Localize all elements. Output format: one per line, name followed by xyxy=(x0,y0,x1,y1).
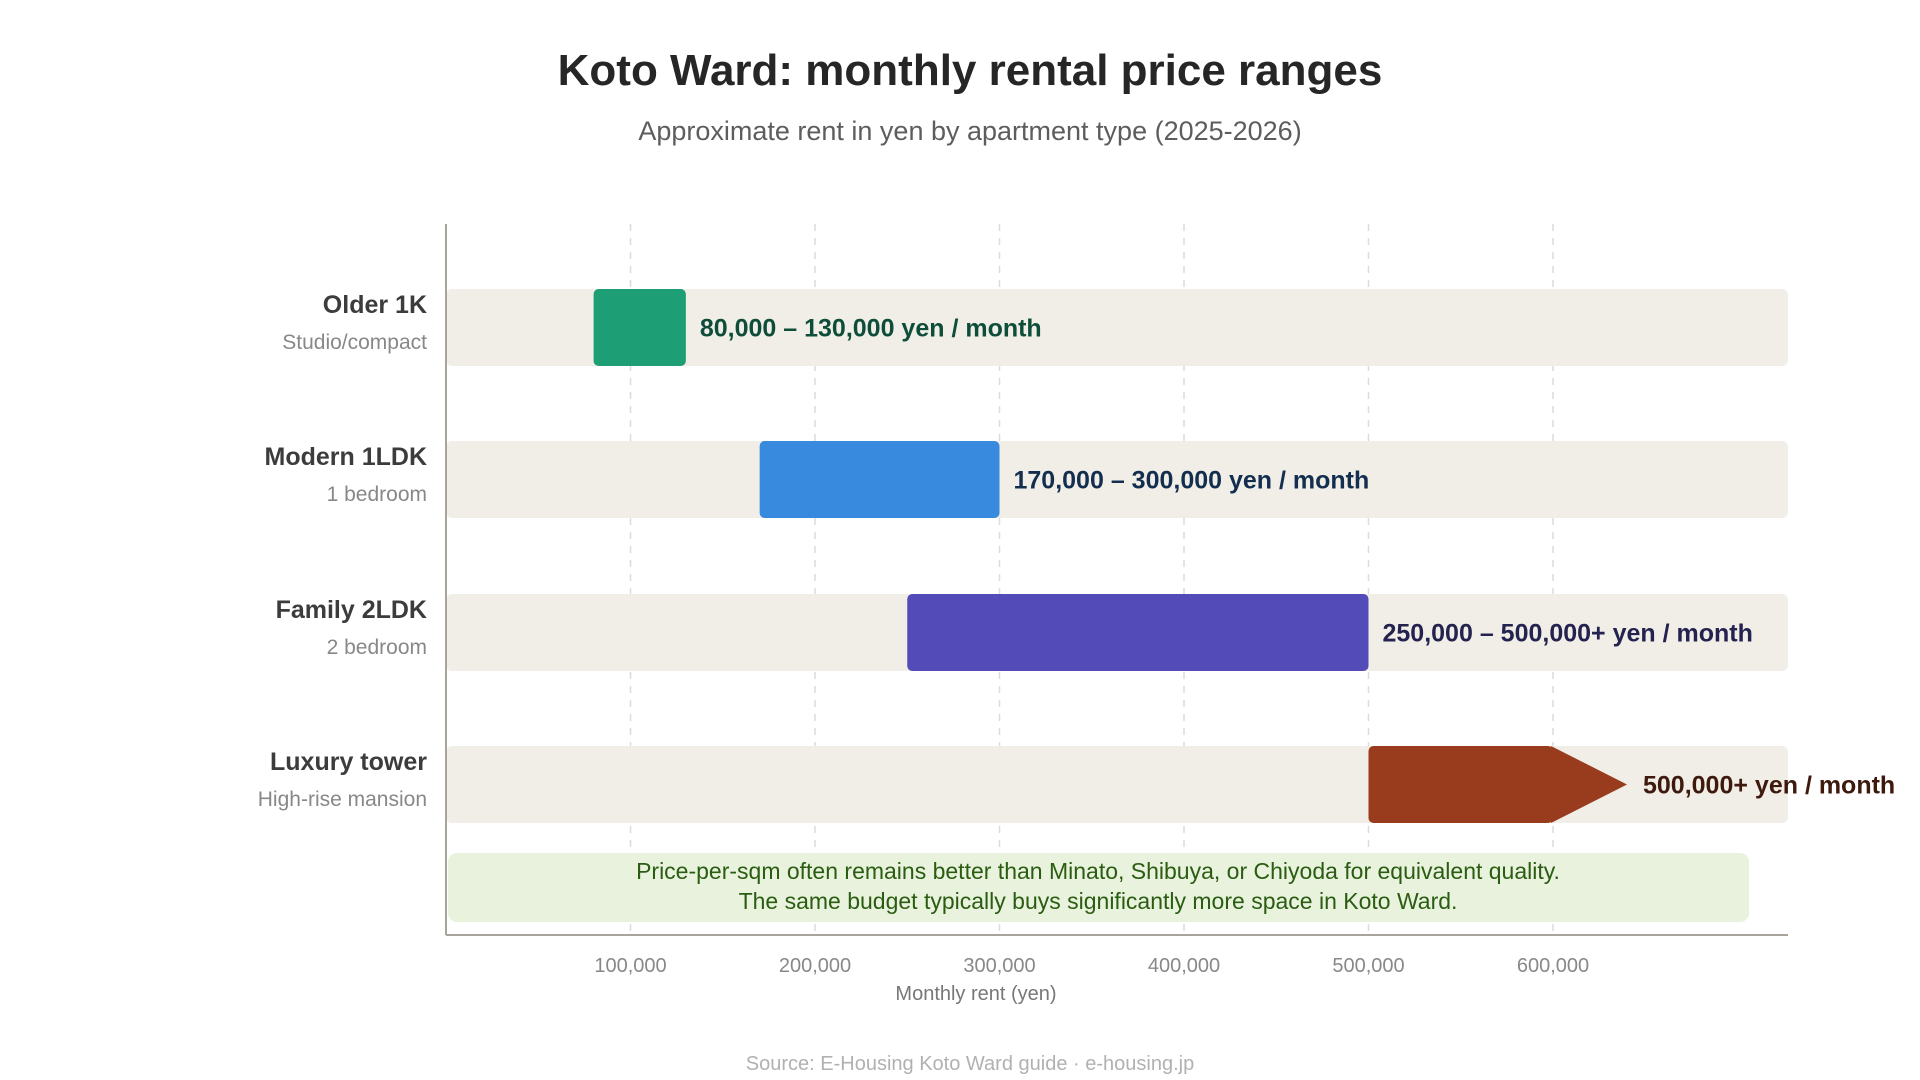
source-note: Source: E-Housing Koto Ward guide · e-ho… xyxy=(745,1053,1195,1075)
chart-title: Koto Ward: monthly rental price ranges xyxy=(557,46,1383,95)
annotation-text: Price-per-sqm often remains better than … xyxy=(636,858,1560,884)
range-bar xyxy=(759,441,1000,518)
category-sublabel: High-rise mansion xyxy=(258,788,427,811)
range-label: 500,000+ yen / month xyxy=(1643,772,1895,800)
open-ended-arrow xyxy=(1551,746,1627,823)
range-bar xyxy=(1368,746,1553,823)
x-tick-label: 500,000 xyxy=(1332,955,1404,977)
x-axis-label: Monthly rent (yen) xyxy=(895,983,1056,1005)
chart-subtitle: Approximate rent in yen by apartment typ… xyxy=(638,116,1302,146)
category-sublabel: Studio/compact xyxy=(282,331,427,354)
annotation-text: The same budget typically buys significa… xyxy=(739,888,1458,914)
x-tick-label: 300,000 xyxy=(963,955,1035,977)
range-label: 250,000 – 500,000+ yen / month xyxy=(1383,620,1753,648)
range-bar xyxy=(593,289,686,366)
x-tick-label: 200,000 xyxy=(779,955,851,977)
category-label: Family 2LDK xyxy=(276,596,427,624)
x-tick-label: 600,000 xyxy=(1517,955,1589,977)
category-sublabel: 2 bedroom xyxy=(327,636,427,659)
x-tick-label: 100,000 xyxy=(594,955,666,977)
bar-track xyxy=(446,289,1788,366)
range-label: 170,000 – 300,000 yen / month xyxy=(1014,467,1370,495)
range-bar xyxy=(907,594,1369,671)
annotation-box xyxy=(448,853,1749,922)
category-label: Modern 1LDK xyxy=(265,443,428,471)
range-label: 80,000 – 130,000 yen / month xyxy=(700,315,1042,343)
category-label: Luxury tower xyxy=(270,748,427,776)
category-label: Older 1K xyxy=(323,291,427,319)
x-tick-label: 400,000 xyxy=(1148,955,1220,977)
category-sublabel: 1 bedroom xyxy=(327,483,427,506)
